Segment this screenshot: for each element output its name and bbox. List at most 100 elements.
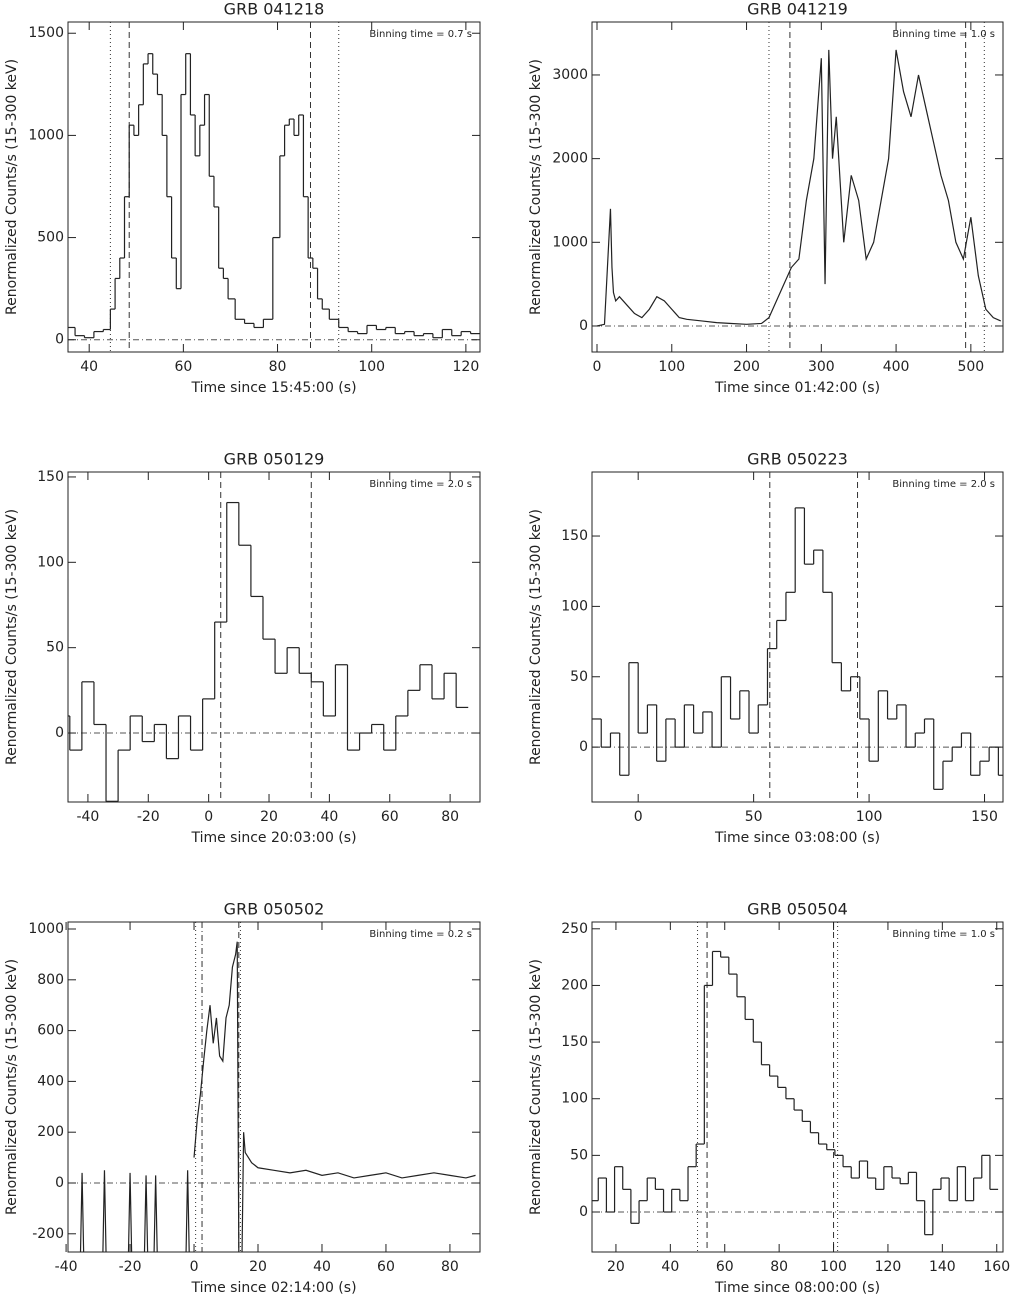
y-tick-label: 400 <box>37 1073 64 1089</box>
x-tick-label: 40 <box>661 1259 679 1275</box>
x-tick-label: -40 <box>55 1259 78 1275</box>
x-tick-label: -40 <box>76 809 99 825</box>
chart-title: GRB 050223 <box>747 450 848 469</box>
x-tick-label: 0 <box>190 1259 199 1275</box>
x-tick-label: 0 <box>634 809 643 825</box>
x-axis-title: Time since 02:14:00 (s) <box>190 1280 356 1296</box>
x-tick-label: 140 <box>929 1259 956 1275</box>
y-tick-label: 100 <box>561 1091 588 1107</box>
step-riser <box>597 951 991 1235</box>
y-tick-label: 0 <box>55 1175 64 1191</box>
x-tick-label: 50 <box>745 809 763 825</box>
x-tick-label: 60 <box>381 809 399 825</box>
y-axis-title: Renormalized Counts/s (15-300 keV) <box>4 509 20 765</box>
y-axis-title: Renormalized Counts/s (15-300 keV) <box>528 959 544 1215</box>
plot-area <box>68 472 480 802</box>
x-tick-label: 100 <box>658 359 685 375</box>
x-tick-label: -20 <box>137 809 160 825</box>
y-tick-label: 0 <box>55 332 64 348</box>
x-tick-label: 120 <box>453 359 480 375</box>
x-tick-label: 80 <box>770 1259 788 1275</box>
x-tick-label: 100 <box>820 1259 847 1275</box>
x-tick-label: 60 <box>377 1259 395 1275</box>
x-tick-label: 0 <box>204 809 213 825</box>
chart-title: GRB 050504 <box>747 900 848 919</box>
x-tick-label: 200 <box>733 359 760 375</box>
y-tick-label: 150 <box>561 1034 588 1050</box>
plot-frame <box>67 21 481 353</box>
chart-title: GRB 041218 <box>224 0 325 19</box>
y-tick-label: 150 <box>37 469 64 485</box>
plot-frame <box>67 471 481 803</box>
x-axis-title: Time since 03:08:00 (s) <box>714 830 880 846</box>
plot-area <box>68 22 480 352</box>
chart-title: GRB 041219 <box>747 0 848 19</box>
y-tick-label: 600 <box>37 1023 64 1039</box>
x-tick-label: 120 <box>875 1259 902 1275</box>
x-tick-label: 80 <box>441 809 459 825</box>
y-tick-label: 800 <box>37 972 64 988</box>
y-tick-label: 0 <box>55 725 64 741</box>
binning-note: Binning time = 1.0 s <box>892 29 995 40</box>
binning-note: Binning time = 1.0 s <box>892 929 995 940</box>
y-tick-label: -200 <box>32 1226 64 1242</box>
y-tick-label: 1000 <box>28 127 64 143</box>
x-tick-label: 500 <box>957 359 984 375</box>
light-curve <box>596 49 1002 327</box>
x-tick-label: 20 <box>607 1259 625 1275</box>
plot-area <box>68 922 480 1252</box>
x-tick-label: 400 <box>883 359 910 375</box>
step-riser <box>600 507 999 790</box>
plot-area <box>592 22 1003 352</box>
y-tick-label: 50 <box>570 1147 588 1163</box>
plot-area <box>592 472 1003 802</box>
y-axis-title: Renormalized Counts/s (15-300 keV) <box>4 959 20 1215</box>
plot-area <box>592 922 1003 1252</box>
y-tick-label: 200 <box>37 1124 64 1140</box>
light-curve <box>79 941 476 1252</box>
y-tick-label: 100 <box>37 554 64 570</box>
x-tick-label: -20 <box>119 1259 142 1275</box>
y-tick-label: 500 <box>37 230 64 246</box>
step-riser <box>69 502 457 802</box>
x-tick-label: 40 <box>313 1259 331 1275</box>
y-tick-label: 2000 <box>552 151 588 167</box>
x-tick-label: 100 <box>358 359 385 375</box>
x-tick-label: 100 <box>856 809 883 825</box>
x-tick-label: 80 <box>441 1259 459 1275</box>
x-axis-title: Time since 15:45:00 (s) <box>190 380 356 396</box>
plot-frame <box>591 21 1004 353</box>
plot-frame <box>591 921 1004 1253</box>
x-tick-label: 60 <box>174 359 192 375</box>
binning-note: Binning time = 2.0 s <box>892 479 995 490</box>
y-tick-label: 50 <box>46 640 64 656</box>
chart-title: GRB 050502 <box>224 900 325 919</box>
x-tick-label: 40 <box>320 809 338 825</box>
x-axis-title: Time since 20:03:00 (s) <box>190 830 356 846</box>
y-axis-title: Renormalized Counts/s (15-300 keV) <box>4 59 20 315</box>
y-tick-label: 3000 <box>552 67 588 83</box>
x-tick-label: 0 <box>593 359 602 375</box>
y-tick-label: 250 <box>561 921 588 937</box>
x-tick-label: 300 <box>808 359 835 375</box>
binning-note: Binning time = 0.7 s <box>369 29 472 40</box>
binning-note: Binning time = 2.0 s <box>369 479 472 490</box>
x-tick-label: 20 <box>249 1259 267 1275</box>
y-tick-label: 100 <box>561 598 588 614</box>
y-tick-label: 1000 <box>552 234 588 250</box>
binning-note: Binning time = 0.2 s <box>369 929 472 940</box>
y-axis-title: Renormalized Counts/s (15-300 keV) <box>528 509 544 765</box>
y-tick-label: 1000 <box>28 921 64 937</box>
x-tick-label: 80 <box>269 359 287 375</box>
y-tick-label: 0 <box>579 739 588 755</box>
x-tick-label: 150 <box>971 809 998 825</box>
plot-frame <box>591 471 1004 803</box>
x-tick-label: 40 <box>80 359 98 375</box>
y-axis-title: Renormalized Counts/s (15-300 keV) <box>528 59 544 315</box>
x-tick-label: 20 <box>260 809 278 825</box>
y-tick-label: 200 <box>561 977 588 993</box>
x-tick-label: 60 <box>716 1259 734 1275</box>
x-axis-title: Time since 01:42:00 (s) <box>714 380 880 396</box>
y-tick-label: 0 <box>579 318 588 334</box>
